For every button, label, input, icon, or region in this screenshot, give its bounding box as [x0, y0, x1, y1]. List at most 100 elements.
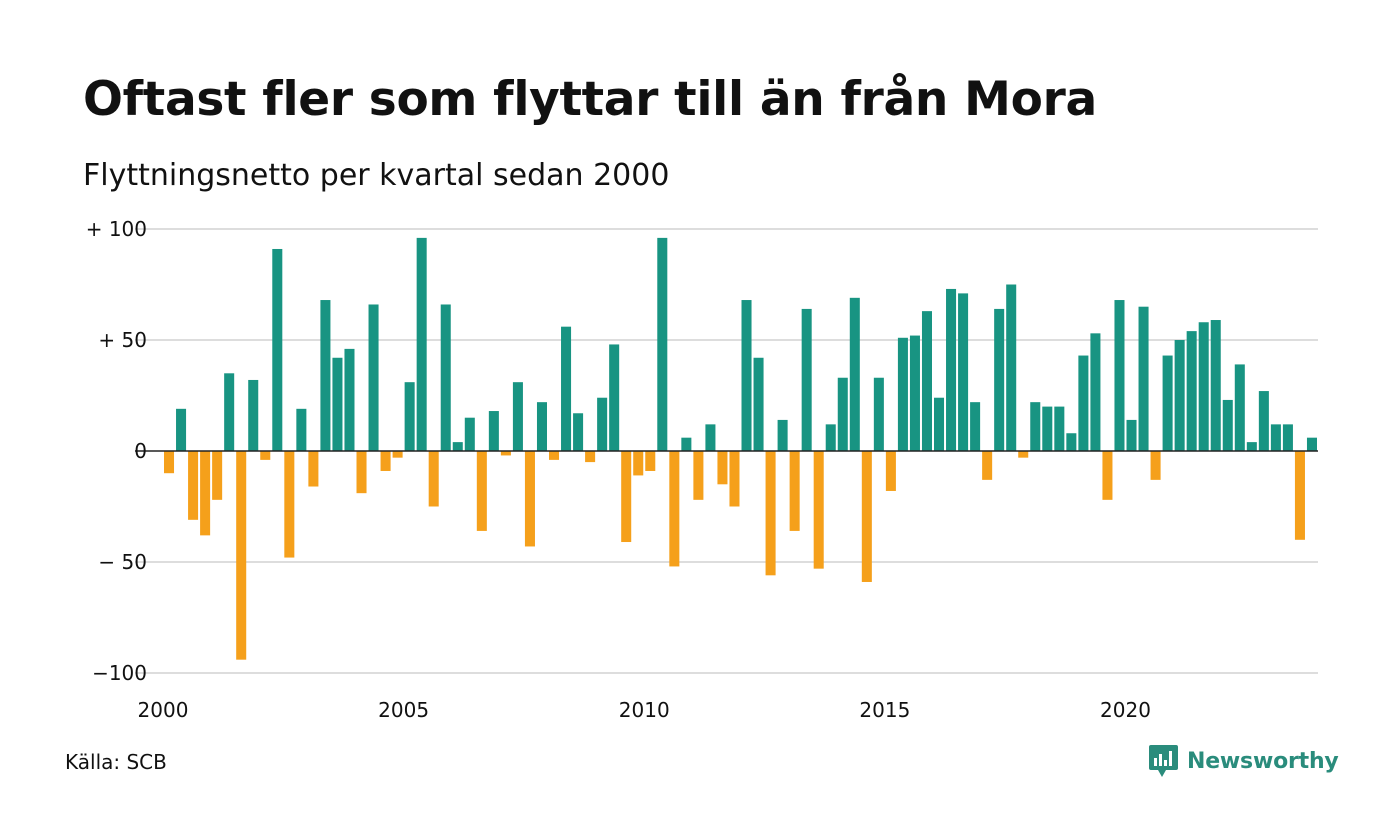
- bar: [1222, 399, 1233, 451]
- bar: [549, 451, 560, 460]
- bar: [946, 288, 957, 451]
- bar: [284, 451, 295, 558]
- bar: [1102, 451, 1113, 500]
- bar: [368, 304, 379, 451]
- bar: [621, 451, 632, 543]
- source-note: Källa: SCB: [65, 750, 167, 774]
- x-axis-labels: 2000 2005 2010 2015 2020: [138, 698, 1151, 722]
- bar: [813, 451, 824, 569]
- bar: [849, 297, 860, 451]
- bar: [1078, 355, 1089, 451]
- bar: [633, 451, 644, 476]
- bar: [585, 451, 596, 463]
- bar: [717, 451, 728, 485]
- bar: [825, 424, 836, 451]
- bar: [188, 451, 199, 520]
- bar: [873, 377, 884, 451]
- bar: [837, 377, 848, 451]
- bar: [320, 300, 331, 451]
- bar: [260, 451, 271, 460]
- bar: [440, 304, 451, 451]
- bar: [705, 424, 716, 451]
- bar: [1282, 424, 1293, 451]
- y-tick-label: 0: [134, 439, 147, 463]
- bar: [1186, 331, 1197, 451]
- bar: [296, 408, 307, 451]
- bars: [164, 237, 1317, 660]
- bar: [452, 442, 463, 451]
- bar: [356, 451, 367, 494]
- bar: [897, 337, 908, 451]
- newsworthy-logo-icon: [1149, 745, 1178, 777]
- brand-logo: Newsworthy: [1148, 744, 1339, 778]
- brand-name: Newsworthy: [1187, 748, 1339, 774]
- bar: [488, 411, 499, 451]
- bar: [380, 451, 391, 471]
- y-tick-label: −100: [92, 661, 147, 685]
- chart-subtitle: Flyttningsnetto per kvartal sedan 2000: [83, 158, 670, 193]
- bar: [272, 248, 283, 451]
- x-tick-label: 2015: [859, 698, 910, 722]
- bar: [1150, 451, 1161, 480]
- bar: [561, 326, 572, 451]
- y-axis-labels: + 100 + 50 0 − 50 −100: [86, 217, 147, 685]
- bar: [1126, 419, 1137, 451]
- bar: [1306, 437, 1317, 451]
- bar: [1042, 406, 1053, 451]
- bar: [212, 451, 223, 500]
- bar: [1246, 442, 1257, 451]
- bar: [464, 417, 475, 451]
- bar: [801, 308, 812, 451]
- bar: [224, 373, 235, 451]
- x-tick-label: 2005: [378, 698, 429, 722]
- bar: [164, 451, 175, 474]
- bar: [1066, 433, 1077, 451]
- bar: [1030, 402, 1041, 451]
- x-tick-label: 2020: [1100, 698, 1151, 722]
- bar: [404, 382, 415, 451]
- bar: [1198, 322, 1209, 451]
- bar: [1258, 391, 1269, 451]
- bar: [1090, 333, 1101, 451]
- bar: [921, 311, 932, 451]
- bar: [512, 382, 523, 451]
- bar: [200, 451, 211, 536]
- bar: [573, 413, 584, 451]
- bar: [236, 451, 247, 660]
- bar: [753, 357, 764, 451]
- y-tick-label: + 100: [86, 217, 147, 241]
- bar: [416, 237, 427, 451]
- chart-title: Oftast fler som flyttar till än från Mor…: [83, 72, 1097, 127]
- bar: [597, 397, 608, 451]
- x-tick-label: 2000: [138, 698, 189, 722]
- bar: [982, 451, 993, 480]
- bar: [428, 451, 439, 507]
- bar: [693, 451, 704, 500]
- bar: [645, 451, 656, 471]
- bar: [885, 451, 896, 491]
- bar: [669, 451, 680, 567]
- bar: [1294, 451, 1305, 540]
- bar: [344, 348, 355, 451]
- bar: [308, 451, 319, 487]
- x-tick-label: 2010: [619, 698, 670, 722]
- bar: [909, 335, 920, 451]
- bar: [476, 451, 487, 531]
- bar: [536, 402, 547, 451]
- bar: [777, 419, 788, 451]
- bar: [1006, 284, 1017, 451]
- bar: [765, 451, 776, 576]
- bar: [958, 293, 969, 451]
- bar: [1138, 306, 1149, 451]
- bar: [524, 451, 535, 547]
- bar: [970, 402, 981, 451]
- bar: [1270, 424, 1281, 451]
- bar: [1234, 364, 1245, 451]
- bar: [1018, 451, 1029, 458]
- bar: [1162, 355, 1173, 451]
- bar: [861, 451, 872, 582]
- bar: [500, 451, 511, 456]
- bar: [994, 308, 1005, 451]
- bar: [934, 397, 945, 451]
